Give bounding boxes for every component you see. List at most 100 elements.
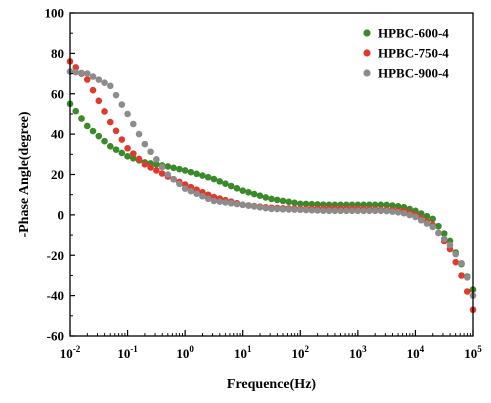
x-tick-label: 10-2: [60, 344, 81, 361]
data-point: [435, 222, 442, 230]
data-point: [354, 207, 362, 215]
x-tick-label: 102: [292, 344, 310, 361]
data-point: [204, 195, 212, 203]
data-point: [435, 229, 442, 237]
data-point: [147, 164, 154, 171]
data-point: [463, 274, 471, 281]
data-point: [153, 167, 160, 174]
data-point: [101, 137, 108, 145]
data-point: [107, 82, 114, 90]
data-point: [135, 130, 143, 138]
data-point: [377, 207, 385, 215]
y-tick-label: -20: [47, 248, 64, 263]
data-point: [233, 185, 241, 192]
data-point: [314, 207, 321, 214]
data-point: [245, 202, 252, 209]
data-point: [222, 199, 229, 206]
data-point: [130, 120, 137, 128]
data-point: [124, 153, 131, 160]
data-point: [383, 207, 390, 215]
data-point: [406, 211, 413, 219]
data-point: [95, 97, 103, 105]
data-point: [216, 178, 223, 185]
data-point: [383, 201, 390, 209]
data-point: [164, 163, 172, 170]
data-point: [124, 110, 131, 118]
data-point: [343, 207, 350, 215]
data-point: [153, 161, 160, 168]
data-point: [130, 150, 137, 157]
data-point: [279, 205, 287, 213]
data-point: [118, 101, 126, 108]
data-point: [262, 194, 270, 201]
data-point: [320, 207, 327, 214]
data-point: [337, 207, 344, 215]
data-point: [72, 68, 80, 76]
data-point: [302, 206, 310, 214]
data-point: [389, 202, 396, 209]
data-point: [348, 207, 356, 215]
data-point: [412, 213, 419, 221]
x-axis-title: Frequence(Hz): [227, 377, 316, 392]
x-tick-label: 100: [176, 344, 194, 361]
data-point: [170, 175, 177, 183]
data-point: [371, 207, 379, 215]
data-point: [268, 195, 275, 203]
data-point: [440, 235, 448, 243]
data-point: [118, 136, 126, 143]
data-point: [417, 216, 425, 224]
data-point: [130, 155, 137, 162]
x-tick-label: 104: [407, 344, 425, 361]
data-point: [423, 212, 431, 220]
data-point: [233, 200, 241, 208]
data-point: [285, 206, 293, 213]
legend-item: HPBC-900-4: [363, 66, 449, 81]
data-point: [141, 140, 149, 148]
data-point: [325, 207, 333, 215]
legend: HPBC-600-4 HPBC-750-4 HPBC-900-4: [363, 26, 449, 81]
data-point: [440, 230, 448, 237]
data-point: [112, 91, 120, 99]
data-point: [308, 206, 316, 214]
data-point: [112, 146, 120, 153]
data-point: [227, 182, 235, 190]
y-tick-label: 80: [51, 46, 64, 61]
legend-label: HPBC-600-4: [378, 26, 449, 41]
data-point: [158, 163, 166, 171]
data-point: [193, 170, 200, 178]
data-point: [72, 107, 80, 115]
data-point: [199, 192, 206, 200]
data-point: [446, 241, 454, 249]
data-point: [112, 127, 120, 135]
data-point: [291, 199, 298, 207]
data-point: [389, 208, 396, 215]
data-point: [262, 204, 270, 212]
data-point: [256, 204, 264, 211]
data-point: [187, 187, 195, 195]
data-point: [135, 155, 143, 163]
data-point: [296, 200, 304, 208]
x-tick-label: 103: [349, 344, 367, 361]
data-point: [291, 206, 298, 213]
legend-label: HPBC-900-4: [378, 66, 449, 81]
y-tick-label: -40: [47, 288, 64, 303]
data-point: [176, 180, 183, 188]
data-point: [429, 223, 437, 231]
data-point: [360, 207, 367, 215]
data-point: [107, 142, 114, 150]
data-point: [429, 215, 437, 223]
data-point: [147, 148, 154, 156]
data-point: [176, 165, 183, 173]
legend-marker: [363, 69, 371, 77]
data-point: [124, 144, 131, 152]
data-point: [239, 201, 247, 209]
data-point: [423, 220, 431, 227]
data-point: [458, 259, 465, 267]
data-point: [308, 200, 316, 208]
data-point: [273, 196, 281, 204]
data-point: [199, 172, 206, 179]
series-layer: [66, 58, 477, 314]
axes-layer: -60 -40 -20 0 20 40 60 80 100 10-2 10-1 100 101 102 10…: [45, 6, 483, 362]
data-point: [187, 168, 195, 176]
